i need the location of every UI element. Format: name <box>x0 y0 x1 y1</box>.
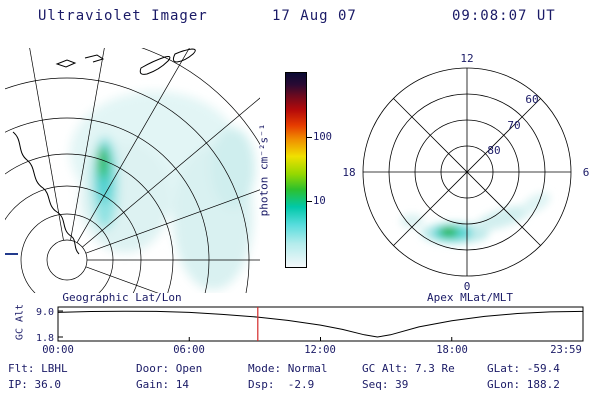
left-panel-caption: Geographic Lat/Lon <box>62 291 182 304</box>
xtick-0600: 06:00 <box>173 344 205 356</box>
altitude-curve <box>57 310 583 338</box>
status-door: Door: Open <box>136 362 203 375</box>
status-ip: IP: 36.0 <box>8 378 61 391</box>
status-gain: Gain: 14 <box>136 378 189 391</box>
xtick-0000: 00:00 <box>42 344 74 356</box>
status-mode: Mode: Normal <box>248 362 328 375</box>
mlt-12-label: 12 <box>460 52 473 65</box>
colorbar-tickmark-100 <box>307 136 312 138</box>
status-glon: GLon: 188.2 <box>487 378 560 391</box>
status-gc-alt: GC Alt: 7.3 Re <box>362 362 455 375</box>
app-title: Ultraviolet Imager <box>38 8 208 24</box>
status-glat: GLat: -59.4 <box>487 362 560 375</box>
apex-polar-panel: 12 18 6 0 60 70 80 <box>342 52 589 293</box>
status-seq: Seq: 39 <box>362 378 409 391</box>
aurora-emission-geo <box>70 91 255 290</box>
altitude-strip-chart: 9.0 1.8 <box>36 306 584 344</box>
colorbar-tick-10: 10 <box>313 195 326 208</box>
xtick-1800: 18:00 <box>436 344 468 356</box>
coastlines <box>12 48 196 255</box>
right-panel-caption: Apex MLat/MLT <box>426 291 514 304</box>
mlat-60-label: 60 <box>525 93 538 106</box>
ytick-9: 9.0 <box>36 307 54 318</box>
colorbar-tick-100: 100 <box>313 130 332 143</box>
xtick-1200: 12:00 <box>304 344 336 356</box>
date-label: 17 Aug 07 <box>272 8 357 24</box>
colorbar-gradient <box>286 73 306 267</box>
time-axis: 00:00 06:00 12:00 18:00 23:59 <box>0 344 600 358</box>
mlat-70-label: 70 <box>507 119 520 132</box>
strip-chart-frame <box>57 306 584 342</box>
colorbar-units-label: photon cm⁻²s⁻¹ <box>257 123 271 217</box>
polar-grid <box>362 67 572 277</box>
time-label: 09:08:07 UT <box>452 8 556 24</box>
aurora-emission-polar <box>400 192 551 244</box>
strip-chart-ticks <box>58 310 453 341</box>
xtick-2359: 23:59 <box>550 344 582 356</box>
ytick-1.8: 1.8 <box>36 333 54 344</box>
polar-labels: 12 18 6 0 60 70 80 <box>342 52 589 293</box>
mlt-18-label: 18 <box>342 166 355 179</box>
mlat-80-label: 80 <box>487 144 500 157</box>
mlt-6-label: 6 <box>583 166 590 179</box>
status-flt: Flt: LBHL <box>8 362 68 375</box>
geographic-map-panel <box>5 48 260 293</box>
status-dsp: Dsp: -2.9 <box>248 378 315 391</box>
colorbar <box>285 72 307 268</box>
colorbar-tickmark-10 <box>307 201 312 203</box>
latlon-grid <box>5 48 260 293</box>
mlt-0-label: 0 <box>464 280 471 293</box>
